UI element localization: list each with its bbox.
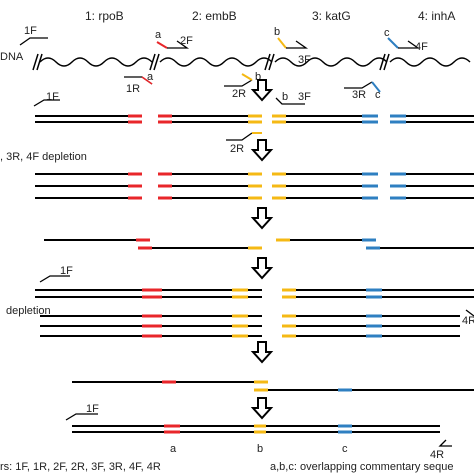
final-primer-1F [65,413,98,421]
footer-legend: a,b,c: overlapping commentary seque [270,461,453,473]
amplicon-set-5 [40,314,460,338]
dna-label: DNA [0,51,24,63]
primer-3F-step1 [275,97,305,105]
amplicon-set-4 [35,288,474,299]
gene-label-embb: 2: embB [192,9,237,23]
dna-strand [389,57,471,67]
label-b-2R: b [255,71,261,83]
overlap-set-6 [72,380,474,392]
label-3F-step1: 3F [298,91,311,103]
label-4F: 4F [415,41,428,53]
primer-2F [167,40,190,49]
primer-2R-step1 [226,132,253,141]
primer-2R-tail [241,73,253,81]
label-2F: 2F [180,35,193,47]
depletion-label-2: depletion [6,305,51,317]
label-3F: 3F [298,54,311,66]
step-arrow [250,341,274,364]
final-site-c: c [342,443,348,455]
final-site-b: b [257,443,263,455]
primer-4F [398,40,421,49]
label-b-top: b [274,26,280,38]
step-arrow [250,139,274,162]
label-c-top: c [384,27,390,39]
step-arrow [250,257,274,280]
primer-4R-step4 [465,309,474,317]
primer-1F-step1 [33,99,60,107]
primer-1F-step4 [39,275,70,283]
amplicon-set-2 [35,172,474,200]
primer-2R [224,79,253,87]
dna-strand [159,57,273,67]
primer-3F-tail [277,37,287,49]
step-arrow [250,207,274,230]
primer-3R [344,81,373,89]
final-site-a: a [170,443,177,455]
label-1F: 1F [24,25,37,37]
final-product [72,424,440,434]
label-c-3R: c [375,89,381,101]
step-arrow [250,79,274,102]
primer-3R-tail [371,81,381,93]
dna-strand [274,57,388,67]
depletion-label-1: , 3R, 4F depletion [0,151,87,163]
label-2R: 2R [232,88,246,100]
break-marks [32,53,390,71]
gene-label-inha: 4: inhA [418,9,455,23]
primer-2F-tail [156,41,168,49]
final-label-4R: 4R [430,449,444,461]
final-label-1F: 1F [86,403,99,415]
label-1F-step4: 1F [60,265,73,277]
label-1F-step1: 1F [46,91,59,103]
label-a-top: a [155,29,162,41]
label-4R-step4: 4R [462,315,474,327]
overlap-set-3 [44,238,474,250]
primer-3F [286,40,309,49]
gene-label-rpob: 1: rpoB [85,9,124,23]
label-1R: 1R [126,83,140,95]
primer-4F-tail [387,37,399,49]
label-b-step1: b [282,91,288,103]
primer-1R-tail [141,76,153,85]
dna-strand [39,57,153,67]
step-arrow [250,397,274,420]
primer-1F [19,37,48,46]
footer-primers: rs: 1F, 1R, 2F, 2R, 3F, 3R, 4F, 4R [0,461,161,473]
final-primer-4R [438,439,452,447]
label-2R-step1: 2R [230,143,244,155]
label-a-primer: a [147,71,154,83]
amplicon-row [35,114,474,124]
gene-label-katg: 3: katG [312,9,351,23]
label-3R: 3R [352,89,366,101]
